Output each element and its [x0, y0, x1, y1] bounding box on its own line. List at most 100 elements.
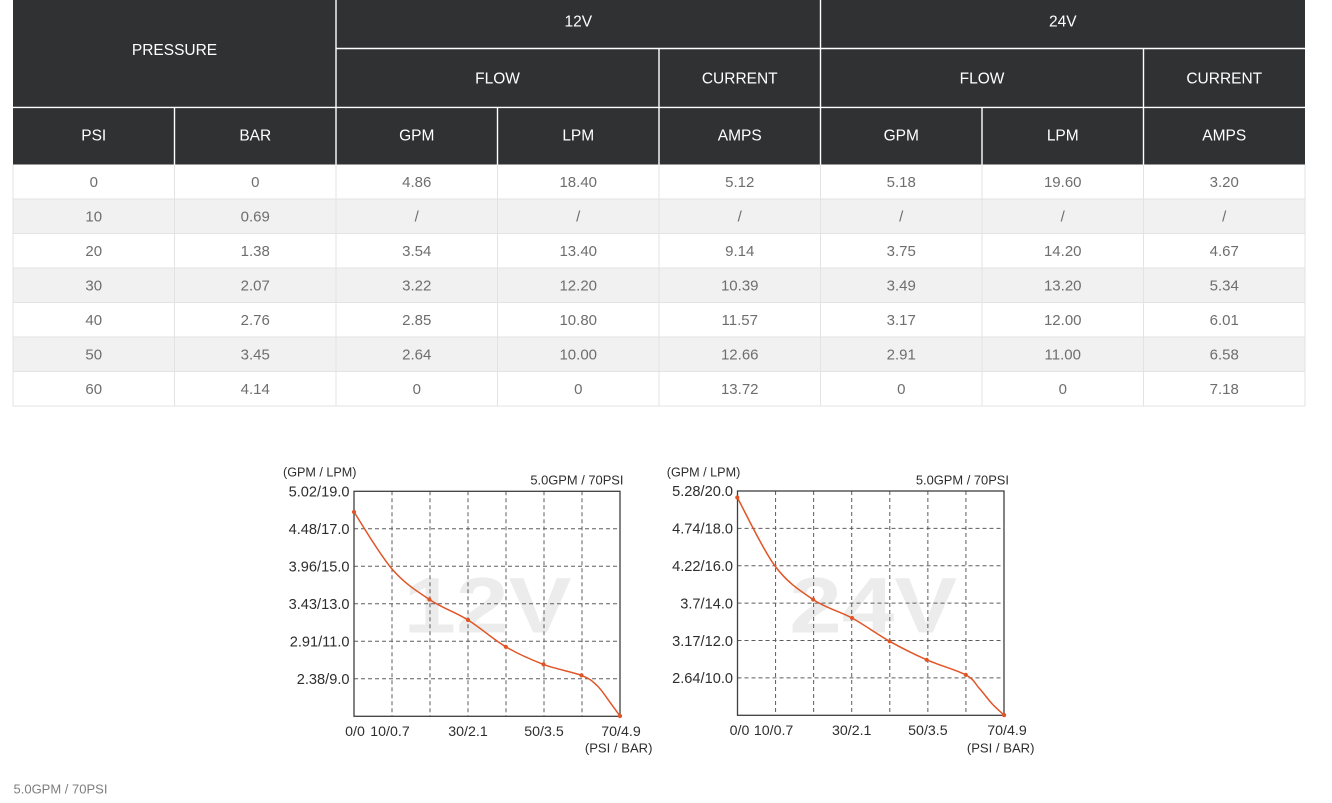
- svg-text:PRESSURE: PRESSURE: [132, 42, 217, 59]
- svg-text:10.00: 10.00: [559, 347, 597, 364]
- svg-text:19.60: 19.60: [1044, 174, 1082, 191]
- svg-text:13.72: 13.72: [721, 381, 759, 398]
- svg-text:CURRENT: CURRENT: [1186, 71, 1262, 88]
- svg-text:12V: 12V: [564, 14, 592, 31]
- svg-text:2.38/9.0: 2.38/9.0: [297, 672, 350, 688]
- svg-text:60: 60: [85, 381, 102, 398]
- svg-text:0: 0: [251, 174, 259, 191]
- svg-text:7.18: 7.18: [1210, 381, 1239, 398]
- svg-text:PSI: PSI: [81, 128, 106, 145]
- svg-text:4.48/17.0: 4.48/17.0: [289, 522, 350, 538]
- svg-text:10/0.7: 10/0.7: [370, 724, 410, 740]
- svg-text:LPM: LPM: [562, 128, 594, 145]
- svg-text:(GPM / LPM): (GPM / LPM): [283, 465, 356, 479]
- svg-text:12.00: 12.00: [1044, 312, 1082, 329]
- svg-text:FLOW: FLOW: [475, 71, 520, 88]
- svg-text:30: 30: [85, 278, 102, 295]
- svg-text:9.14: 9.14: [725, 243, 754, 260]
- svg-text:(PSI / BAR): (PSI / BAR): [585, 740, 653, 755]
- svg-text:50: 50: [85, 347, 102, 364]
- svg-text:4.22/16.0: 4.22/16.0: [672, 559, 733, 575]
- svg-text:3.45: 3.45: [241, 347, 270, 364]
- svg-text:50/3.5: 50/3.5: [908, 723, 948, 739]
- svg-text:3.17/12.0: 3.17/12.0: [672, 634, 733, 650]
- svg-text:2.64/10.0: 2.64/10.0: [672, 671, 733, 687]
- svg-text:20: 20: [85, 243, 102, 260]
- svg-text:0: 0: [897, 381, 905, 398]
- svg-text:3.43/13.0: 3.43/13.0: [289, 597, 350, 613]
- svg-text:5.28/20.0: 5.28/20.0: [672, 484, 733, 500]
- svg-text:3.75: 3.75: [887, 243, 916, 260]
- svg-text:BAR: BAR: [239, 128, 271, 145]
- svg-text:GPM: GPM: [399, 128, 434, 145]
- svg-text:11.00: 11.00: [1045, 347, 1081, 364]
- svg-text:CURRENT: CURRENT: [702, 71, 778, 88]
- svg-text:5.0GPM / 70PSI: 5.0GPM / 70PSI: [530, 472, 623, 487]
- svg-text:/: /: [1222, 209, 1227, 226]
- svg-text:3.22: 3.22: [402, 278, 431, 295]
- svg-text:FLOW: FLOW: [960, 71, 1005, 88]
- svg-text:/: /: [576, 209, 581, 226]
- svg-text:40: 40: [85, 312, 102, 329]
- svg-text:2.76: 2.76: [241, 312, 270, 329]
- svg-text:LPM: LPM: [1047, 128, 1079, 145]
- svg-text:12V: 12V: [404, 561, 572, 650]
- svg-text:4.74/18.0: 4.74/18.0: [672, 522, 733, 538]
- svg-text:10.80: 10.80: [559, 312, 597, 329]
- svg-text:3.17: 3.17: [887, 312, 916, 329]
- svg-text:14.20: 14.20: [1044, 243, 1082, 260]
- svg-text:70/4.9: 70/4.9: [601, 724, 641, 740]
- svg-text:10: 10: [85, 209, 102, 226]
- svg-text:3.7/14.0: 3.7/14.0: [680, 596, 733, 612]
- svg-text:AMPS: AMPS: [718, 128, 762, 145]
- svg-text:0: 0: [1059, 381, 1067, 398]
- svg-text:(PSI / BAR): (PSI / BAR): [967, 740, 1035, 755]
- svg-text:/: /: [415, 209, 420, 226]
- svg-text:5.34: 5.34: [1210, 278, 1239, 295]
- svg-text:5.0GPM / 70PSI: 5.0GPM / 70PSI: [14, 781, 108, 796]
- svg-text:0: 0: [574, 381, 582, 398]
- svg-text:2.64: 2.64: [402, 347, 431, 364]
- svg-text:3.49: 3.49: [887, 278, 916, 295]
- svg-text:0: 0: [90, 174, 98, 191]
- svg-text:2.07: 2.07: [241, 278, 270, 295]
- svg-text:5.02/19.0: 5.02/19.0: [289, 485, 350, 501]
- svg-text:30/2.1: 30/2.1: [448, 724, 488, 740]
- svg-text:0/0: 0/0: [730, 723, 750, 739]
- svg-text:24V: 24V: [1049, 14, 1077, 31]
- svg-text:/: /: [899, 209, 904, 226]
- svg-text:GPM: GPM: [884, 128, 919, 145]
- svg-text:11.57: 11.57: [722, 312, 758, 329]
- svg-text:5.0GPM / 70PSI: 5.0GPM / 70PSI: [916, 472, 1009, 487]
- svg-text:3.20: 3.20: [1210, 174, 1239, 191]
- svg-text:3.96/15.0: 3.96/15.0: [289, 560, 350, 576]
- svg-text:/: /: [1061, 209, 1066, 226]
- svg-text:2.85: 2.85: [402, 312, 431, 329]
- svg-text:2.91/11.0: 2.91/11.0: [290, 635, 350, 651]
- svg-text:6.58: 6.58: [1210, 347, 1239, 364]
- svg-text:AMPS: AMPS: [1202, 128, 1246, 145]
- svg-text:3.54: 3.54: [402, 243, 431, 260]
- svg-text:12.66: 12.66: [721, 347, 759, 364]
- svg-text:0: 0: [413, 381, 421, 398]
- svg-text:13.20: 13.20: [1044, 278, 1082, 295]
- svg-text:1.38: 1.38: [241, 243, 270, 260]
- svg-text:2.91: 2.91: [887, 347, 916, 364]
- svg-text:70/4.9: 70/4.9: [987, 723, 1027, 739]
- svg-text:12.20: 12.20: [559, 278, 597, 295]
- svg-text:6.01: 6.01: [1210, 312, 1239, 329]
- svg-text:13.40: 13.40: [559, 243, 597, 260]
- svg-text:10/0.7: 10/0.7: [754, 723, 794, 739]
- svg-text:24V: 24V: [789, 561, 957, 650]
- svg-text:4.67: 4.67: [1210, 243, 1239, 260]
- svg-text:5.18: 5.18: [887, 174, 916, 191]
- svg-text:50/3.5: 50/3.5: [524, 724, 564, 740]
- svg-text:10.39: 10.39: [721, 278, 759, 295]
- svg-text:5.12: 5.12: [725, 174, 754, 191]
- svg-text:30/2.1: 30/2.1: [832, 723, 872, 739]
- svg-text:0/0: 0/0: [345, 724, 365, 740]
- svg-text:4.86: 4.86: [402, 174, 431, 191]
- svg-text:0.69: 0.69: [241, 209, 270, 226]
- svg-text:/: /: [738, 209, 743, 226]
- svg-text:18.40: 18.40: [559, 174, 597, 191]
